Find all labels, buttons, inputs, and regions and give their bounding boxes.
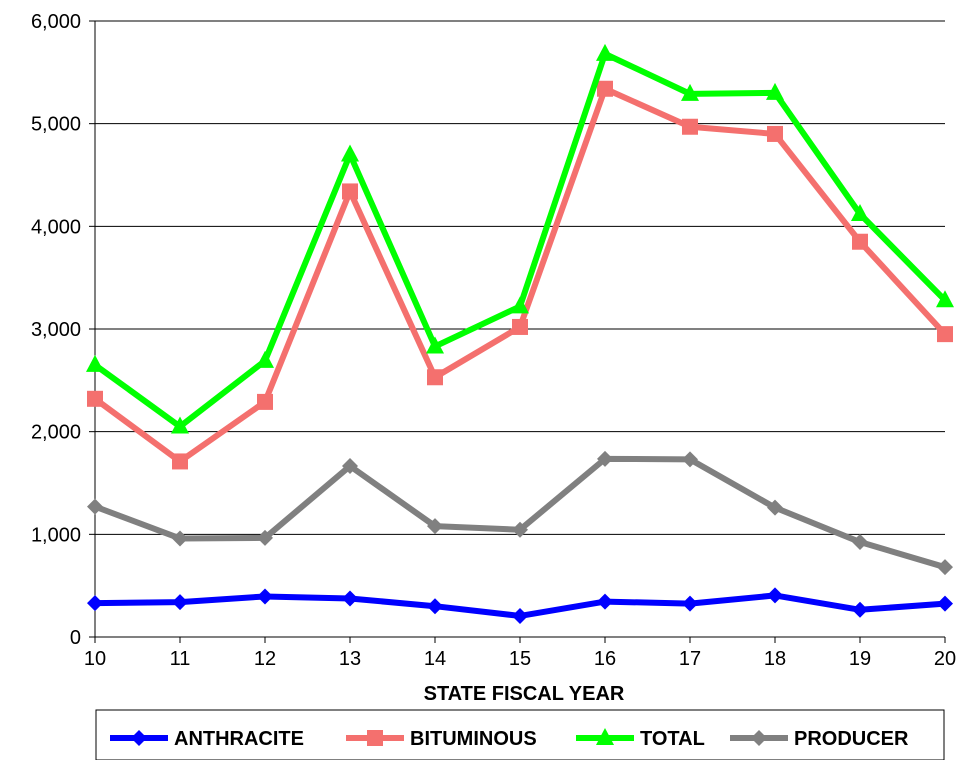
x-tick-label: 15	[509, 648, 531, 670]
data-point-total	[171, 416, 189, 434]
x-tick-label: 10	[84, 648, 106, 670]
series-line-total	[93, 50, 948, 430]
legend-item-anthracite: ANTHRACITE	[110, 728, 304, 750]
data-point-producer	[172, 530, 188, 547]
legend-box	[95, 709, 945, 760]
data-point-bituminous	[342, 183, 358, 200]
data-point-producer	[342, 458, 358, 475]
legend-swatch-marker	[367, 730, 383, 746]
data-point-producer	[682, 451, 698, 468]
data-point-total	[256, 350, 274, 368]
data-point-anthracite	[512, 607, 528, 624]
x-tick-label: 16	[594, 648, 616, 670]
y-tick-label: 1,000	[31, 524, 81, 546]
data-point-total	[851, 204, 869, 222]
y-tick-label: 6,000	[31, 11, 81, 33]
x-tick-label: 18	[764, 648, 786, 670]
data-point-producer	[767, 499, 783, 516]
data-point-bituminous	[87, 390, 103, 407]
data-point-anthracite	[87, 595, 103, 612]
series-total	[86, 43, 954, 434]
data-point-bituminous	[427, 369, 443, 386]
data-point-bituminous	[172, 453, 188, 470]
data-point-producer	[852, 534, 868, 551]
data-point-anthracite	[172, 594, 188, 611]
data-point-total	[511, 296, 529, 314]
series-line-producer	[93, 455, 946, 571]
data-point-anthracite	[682, 595, 698, 612]
legend-swatch-marker	[751, 730, 767, 746]
tick-labels: 0 1,000 2,000 3,000 4,000 5,000 6,000 10 11 12 13 1…	[31, 11, 956, 670]
data-point-anthracite	[427, 598, 443, 615]
data-point-producer	[512, 521, 528, 538]
data-point-anthracite	[937, 595, 953, 612]
legend-label: ANTHRACITE	[174, 728, 304, 750]
legend-item-producer: PRODUCER	[730, 728, 909, 750]
x-tick-label: 13	[339, 648, 361, 670]
data-point-anthracite	[767, 587, 783, 604]
data-point-bituminous	[852, 233, 868, 250]
data-point-bituminous	[937, 326, 953, 343]
legend-label: BITUMINOUS	[410, 728, 537, 750]
legend-item-bituminous: BITUMINOUS	[346, 728, 537, 750]
data-point-producer	[937, 559, 953, 576]
y-tick-label: 3,000	[31, 319, 81, 341]
y-tick-label: 4,000	[31, 216, 81, 238]
x-tick-label: 19	[849, 648, 871, 670]
x-tick-label: 14	[424, 648, 446, 670]
data-point-bituminous	[257, 393, 273, 410]
series-line-bituminous	[93, 85, 948, 465]
data-point-bituminous	[512, 318, 528, 335]
x-axis-title: STATE FISCAL YEAR	[424, 683, 625, 705]
legend: ANTHRACITE BITUMINOUS TOTAL PRODUCER	[95, 709, 945, 760]
y-tick-label: 5,000	[31, 114, 81, 136]
data-point-bituminous	[682, 118, 698, 135]
data-point-anthracite	[342, 590, 358, 607]
data-point-total	[426, 336, 444, 354]
data-point-total	[341, 144, 359, 162]
series-anthracite	[87, 587, 953, 624]
data-point-bituminous	[597, 80, 613, 97]
data-point-anthracite	[257, 588, 273, 605]
legend-swatch-marker	[131, 730, 147, 746]
data-point-anthracite	[597, 593, 613, 610]
data-point-producer	[87, 498, 103, 515]
data-point-producer	[427, 518, 443, 535]
x-tick-label: 20	[934, 648, 956, 670]
data-point-producer	[597, 450, 613, 467]
legend-label: PRODUCER	[794, 728, 909, 750]
data-point-total	[86, 354, 104, 372]
y-tick-label: 0	[70, 627, 81, 649]
data-point-total	[681, 83, 699, 101]
data-point-total	[766, 82, 784, 100]
x-tick-label: 17	[679, 648, 701, 670]
data-point-total	[936, 290, 954, 308]
legend-label: TOTAL	[640, 728, 705, 750]
legend-item-total: TOTAL	[576, 728, 705, 750]
x-tick-label: 11	[170, 648, 191, 670]
gridlines	[95, 20, 945, 535]
data-point-producer	[257, 529, 273, 546]
y-tick-label: 2,000	[31, 422, 81, 444]
legend-swatch-marker	[596, 728, 614, 745]
data-point-anthracite	[852, 601, 868, 618]
data-point-bituminous	[767, 125, 783, 142]
x-tick-label: 12	[254, 648, 276, 670]
series-lines	[86, 43, 954, 624]
series-bituminous	[87, 80, 953, 470]
series-producer	[87, 450, 953, 576]
data-point-total	[596, 43, 614, 61]
axes	[89, 20, 946, 643]
